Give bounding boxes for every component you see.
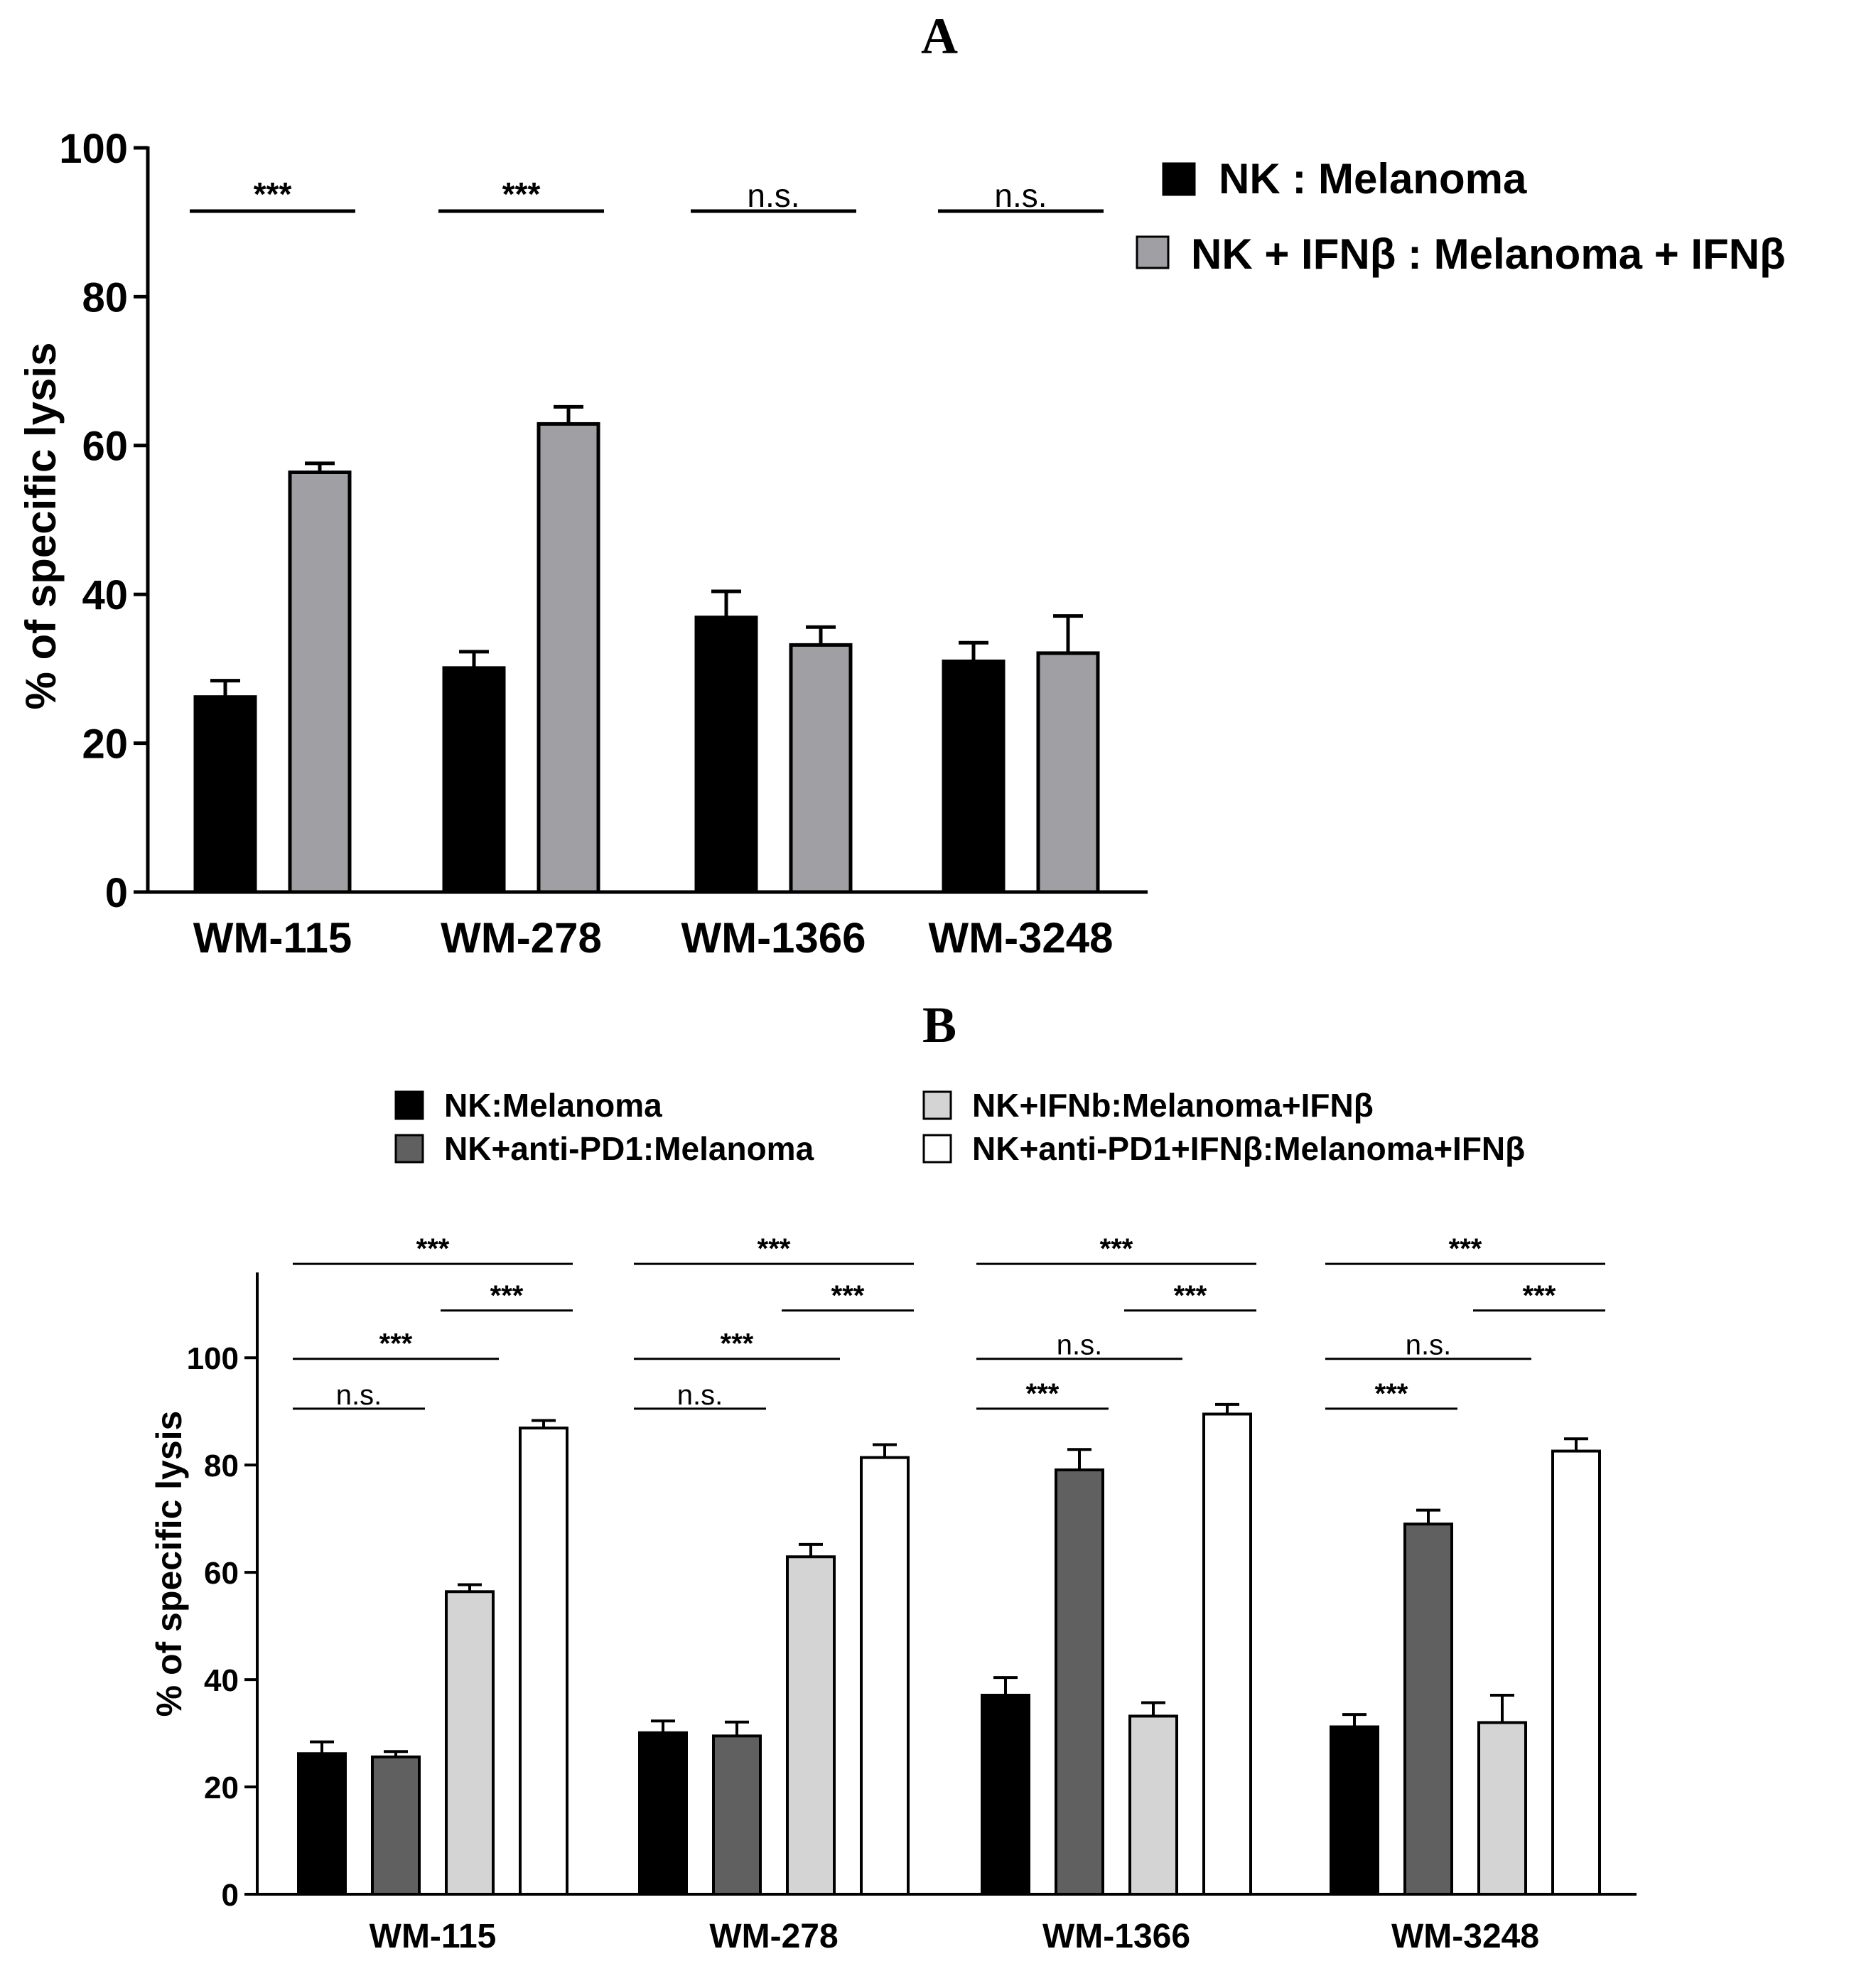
y-tick-label-40: 40: [82, 572, 128, 618]
bar-wm-278-nk-anti-pd1-ifn-melanoma-ifn: [860, 1456, 910, 1896]
legend-swatch-nk-melanoma: [1162, 162, 1196, 196]
bar-wm-115-nk-anti-pd1-ifn-melanoma-ifn: [519, 1427, 568, 1896]
bar-wm-3248-nk-anti-pd1-ifn-melanoma-ifn: [1551, 1449, 1601, 1896]
panel-b-legend: NK:Melanoma NK+anti-PD1:Melanoma NK+IFNb…: [394, 1087, 1525, 1167]
significance-label-wm-278-1: ***: [502, 176, 541, 213]
significance-label-wm-278-5: ***: [831, 1280, 865, 1311]
legend-swatch-nk-anti-pd1-ifnb-melanoma-ifnb: [922, 1134, 952, 1164]
x-tick-label-wm-278: WM-278: [709, 1918, 838, 1955]
bar-wm-3248-nk-melanoma: [942, 659, 1006, 894]
bar-wm-1366-nk-ifn-melanoma-ifn: [789, 643, 853, 894]
legend-swatch-nk-melanoma: [394, 1090, 424, 1120]
significance-label-wm-115-3: n.s.: [336, 1380, 382, 1411]
bar-wm-1366-nk-ifnb-melanoma-ifn: [1128, 1714, 1178, 1896]
bar-wm-115-nk-anti-pd1-melanoma: [371, 1755, 421, 1896]
legend-label-nk-melanoma: NK:Melanoma: [444, 1087, 662, 1124]
bar-wm-115-nk-ifnb-melanoma-ifn: [445, 1590, 495, 1896]
bar-wm-1366-nk-anti-pd1-melanoma: [1055, 1468, 1104, 1896]
legend-swatch-nk-anti-pd1-melanoma: [394, 1134, 424, 1164]
y-tick-label-0: 0: [222, 1878, 239, 1913]
panel-a-legend: NK : Melanoma NK + IFNβ : Melanoma + IFN…: [1136, 155, 1786, 278]
bar-wm-278-nk-ifn-melanoma-ifn: [537, 421, 600, 894]
panel-a-axes: WM-115 WM-278 WM-1366 WM-3248 0 20 40 60 80 100: [59, 126, 1148, 962]
legend-swatch-nk-ifnb-melanoma-ifnb: [922, 1090, 952, 1120]
legend-swatch-nk-ifnb-melanoma-ifnb: [1136, 235, 1170, 269]
bar-wm-3248-nk-ifnb-melanoma-ifn: [1477, 1721, 1527, 1896]
legend-label-nk-ifnb-melanoma-ifnb: NK + IFNβ : Melanoma + IFNβ: [1191, 230, 1786, 278]
significance-label-wm-1366-2: n.s.: [747, 177, 799, 214]
legend-label-nk-anti-pd1-ifnb-melanoma-ifnb: NK+anti-PD1+IFNβ:Melanoma+IFNβ: [972, 1130, 1525, 1167]
significance-label-wm-3248-3: n.s.: [994, 177, 1047, 214]
significance-label-wm-115-0: ***: [416, 1233, 450, 1264]
panel-b-bars: [297, 1412, 1601, 1896]
bar-wm-278-nk-ifnb-melanoma-ifn: [786, 1555, 836, 1896]
bar-wm-3248-nk-anti-pd1-melanoma: [1403, 1522, 1453, 1896]
y-tick-label-80: 80: [82, 274, 128, 321]
legend-label-nk-melanoma: NK : Melanoma: [1219, 155, 1527, 203]
y-tick-label-100: 100: [187, 1341, 239, 1376]
panel-a-bars: [193, 421, 1100, 894]
panel-b-axes: WM-115 WM-278 WM-1366 WM-3248 0 20 40 60 80 100: [187, 1272, 1637, 1955]
panel-a-label: A: [921, 8, 958, 65]
y-tick-label-60: 60: [82, 424, 128, 470]
significance-label-wm-278-4: ***: [758, 1233, 791, 1264]
significance-label-wm-3248-13: ***: [1523, 1280, 1556, 1311]
significance-label-wm-115-1: ***: [490, 1280, 524, 1311]
x-tick-label-wm-3248: WM-3248: [1391, 1918, 1539, 1955]
x-tick-label-wm-115: WM-115: [193, 914, 352, 962]
y-tick-label-80: 80: [204, 1449, 239, 1483]
significance-label-wm-1366-8: ***: [1100, 1233, 1133, 1264]
panel-b-significance: *** *** *** n.s. *** *** *** n.s. *** *** n.s. *** *…: [293, 1233, 1605, 1411]
y-tick-label-20: 20: [82, 721, 128, 767]
significance-label-wm-1366-9: ***: [1174, 1280, 1207, 1311]
panel-a-error-bars: [210, 404, 1083, 697]
panel-b: B % of specific lysis NK:Melanoma NK+ant…: [149, 997, 1637, 1955]
y-tick-label-100: 100: [59, 126, 128, 172]
x-tick-label-wm-3248: WM-3248: [928, 914, 1113, 962]
bar-wm-3248-nk-ifn-melanoma-ifn: [1036, 651, 1100, 894]
x-tick-label-wm-1366: WM-1366: [681, 914, 866, 962]
bar-wm-278-nk-melanoma: [442, 666, 506, 894]
bar-wm-3248-nk-melanoma: [1330, 1725, 1379, 1896]
significance-label-wm-115-2: ***: [379, 1328, 413, 1360]
panel-a-significance: *** *** n.s. n.s.: [190, 176, 1104, 214]
bar-wm-115-nk-ifn-melanoma-ifn: [288, 470, 352, 894]
panel-a: A % of specific lysis NK : Melanoma NK +…: [17, 8, 1786, 962]
bar-wm-278-nk-anti-pd1-melanoma: [712, 1734, 762, 1896]
significance-label-wm-278-7: n.s.: [677, 1380, 723, 1411]
bar-wm-278-nk-melanoma: [638, 1731, 688, 1896]
bar-wm-115-nk-melanoma: [297, 1752, 347, 1896]
panel-a-y-axis-title: % of specific lysis: [17, 343, 65, 710]
panel-b-label: B: [922, 997, 956, 1053]
significance-label-wm-3248-15: ***: [1375, 1378, 1408, 1409]
y-tick-label-60: 60: [204, 1556, 239, 1591]
significance-label-wm-1366-11: ***: [1026, 1378, 1060, 1409]
significance-label-wm-115-0: ***: [254, 176, 292, 213]
bar-wm-1366-nk-anti-pd1-ifn-melanoma-ifn: [1202, 1412, 1252, 1896]
significance-label-wm-3248-12: ***: [1449, 1233, 1482, 1264]
significance-label-wm-278-6: ***: [721, 1328, 754, 1360]
y-tick-label-40: 40: [204, 1663, 239, 1698]
x-tick-label-wm-115: WM-115: [370, 1918, 497, 1955]
bar-wm-1366-nk-melanoma: [694, 616, 758, 894]
bar-wm-115-nk-melanoma: [193, 695, 257, 894]
y-tick-label-20: 20: [204, 1771, 239, 1805]
bar-wm-1366-nk-melanoma: [981, 1693, 1030, 1896]
legend-label-nk-anti-pd1-melanoma: NK+anti-PD1:Melanoma: [444, 1130, 814, 1167]
panel-b-y-axis-title: % of specific lysis: [149, 1411, 189, 1717]
y-tick-label-0: 0: [105, 870, 128, 916]
legend-label-nk-ifnb-melanoma-ifnb: NK+IFNb:Melanoma+IFNβ: [972, 1087, 1374, 1124]
x-tick-label-wm-1366: WM-1366: [1042, 1918, 1190, 1955]
x-tick-label-wm-278: WM-278: [441, 914, 602, 962]
significance-label-wm-3248-14: n.s.: [1406, 1330, 1451, 1361]
panel-b-error-bars: [310, 1402, 1588, 1757]
significance-label-wm-1366-10: n.s.: [1057, 1330, 1102, 1361]
